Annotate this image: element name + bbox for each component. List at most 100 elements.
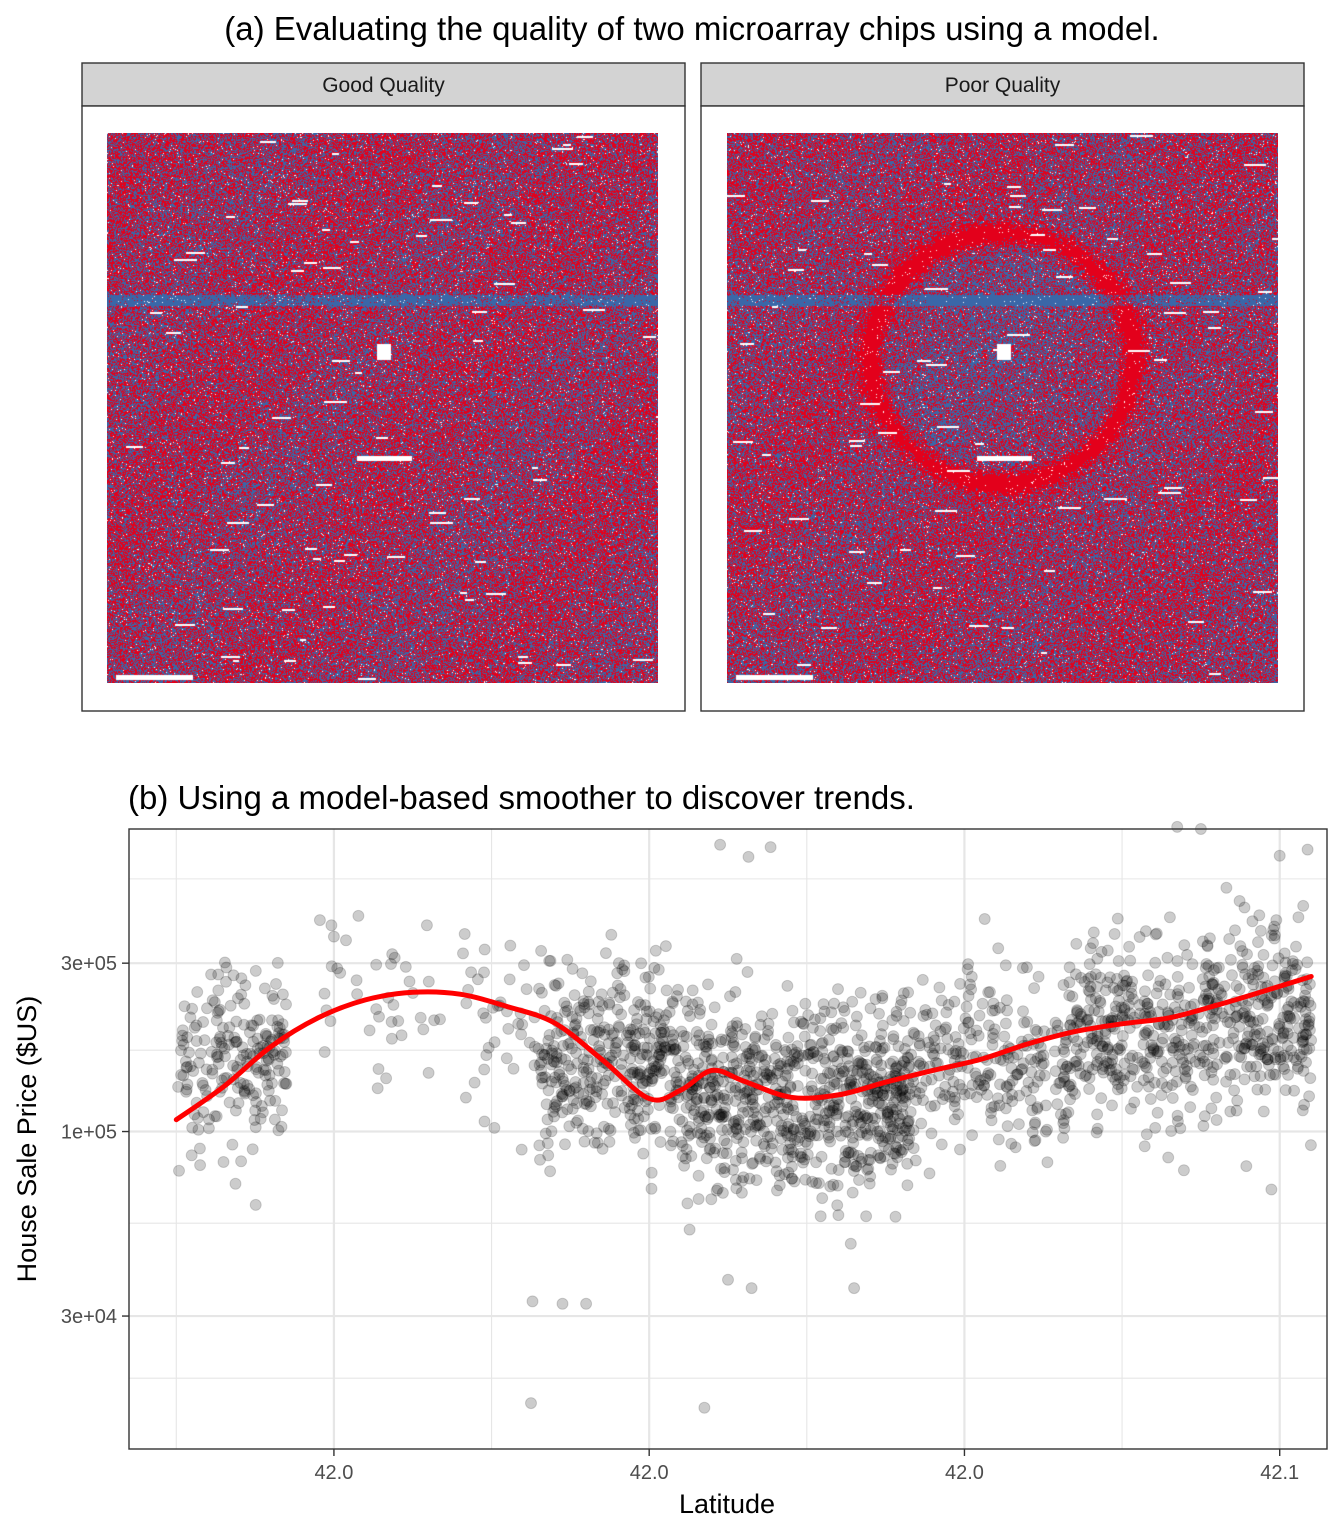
data-point [724,1081,737,1094]
data-point [867,1119,880,1132]
data-point [262,1084,275,1097]
data-point [1229,924,1241,937]
data-point [934,1025,947,1038]
data-point [832,1164,845,1176]
data-point [771,1067,783,1080]
data-point [744,1065,757,1078]
data-point [609,1046,622,1059]
data-point [737,1136,750,1149]
data-point [759,1105,771,1118]
data-point [988,1023,1001,1036]
data-point [901,1157,914,1170]
data-point [645,1182,658,1195]
data-point [781,1055,793,1068]
data-point [603,998,616,1011]
data-point [1021,1015,1034,1028]
data-point [976,997,989,1010]
data-point [852,1111,865,1124]
data-point [1282,1001,1295,1013]
data-point [1252,936,1264,949]
data-point [1108,928,1121,940]
data-point [664,1040,677,1052]
data-point [876,1019,889,1032]
data-point [634,1124,647,1137]
data-point [523,1036,536,1049]
data-point [722,1273,734,1286]
data-point [890,1009,903,1022]
data-point [525,1397,537,1410]
data-point [841,1045,854,1058]
data-point [597,1078,610,1091]
data-point [718,1134,731,1147]
data-point [628,1043,641,1055]
data-point [576,967,589,980]
data-point [1024,1094,1037,1107]
data-point [718,1089,731,1102]
data-point [1150,987,1163,1000]
data-point [708,1146,721,1159]
data-point [512,1017,525,1030]
data-point [1029,1023,1042,1036]
data-point [861,1112,873,1125]
data-point [557,1039,570,1052]
data-point [313,914,326,927]
data-point [940,1006,953,1019]
data-point [793,1131,806,1144]
data-point [1161,951,1174,964]
data-point [1054,1108,1067,1121]
data-point [640,1048,653,1061]
data-point [812,1113,825,1126]
data-point [652,963,665,976]
data-point [628,1093,641,1106]
data-point [1230,979,1243,992]
data-point [962,1016,975,1029]
data-point [532,1042,545,1055]
data-point [1171,970,1184,983]
data-point [1147,1044,1160,1057]
data-point [901,1134,914,1147]
data-point [649,1027,662,1040]
data-point [664,1101,677,1114]
data-point [758,1065,771,1078]
data-point [999,959,1012,972]
data-point [837,1065,850,1078]
data-point [259,1029,272,1042]
data-point [190,1035,203,1047]
data-point [928,1099,941,1112]
data-point [190,1019,203,1032]
data-point [695,1136,708,1148]
y-tick-label: 3e+05 [61,953,117,975]
data-point [657,1022,670,1035]
data-point [536,1077,549,1090]
data-point [542,1034,555,1047]
data-point [809,1118,822,1131]
data-point [693,1029,706,1042]
data-point [742,1047,754,1060]
data-point [592,1026,605,1039]
data-point [637,1041,650,1054]
data-point [894,1089,907,1102]
data-point [772,1059,785,1071]
data-point [276,1104,288,1117]
data-point [841,1052,854,1065]
data-point [889,1210,902,1223]
data-point [876,1099,889,1112]
data-point [1037,1057,1050,1070]
data-point [943,1090,956,1103]
data-point [628,1004,641,1017]
data-point [205,1045,218,1058]
data-point [478,966,490,979]
data-point [668,1066,681,1079]
data-point [607,1097,619,1110]
data-point [1142,1080,1155,1093]
data-point [922,1036,935,1049]
data-point [655,1044,667,1057]
data-point [178,1000,191,1013]
data-point [890,1091,902,1104]
data-point [1013,1089,1026,1102]
data-point [842,1045,855,1058]
data-point [196,1077,209,1089]
data-point [556,1297,569,1310]
data-point [778,1044,791,1056]
data-point [895,1146,908,1159]
